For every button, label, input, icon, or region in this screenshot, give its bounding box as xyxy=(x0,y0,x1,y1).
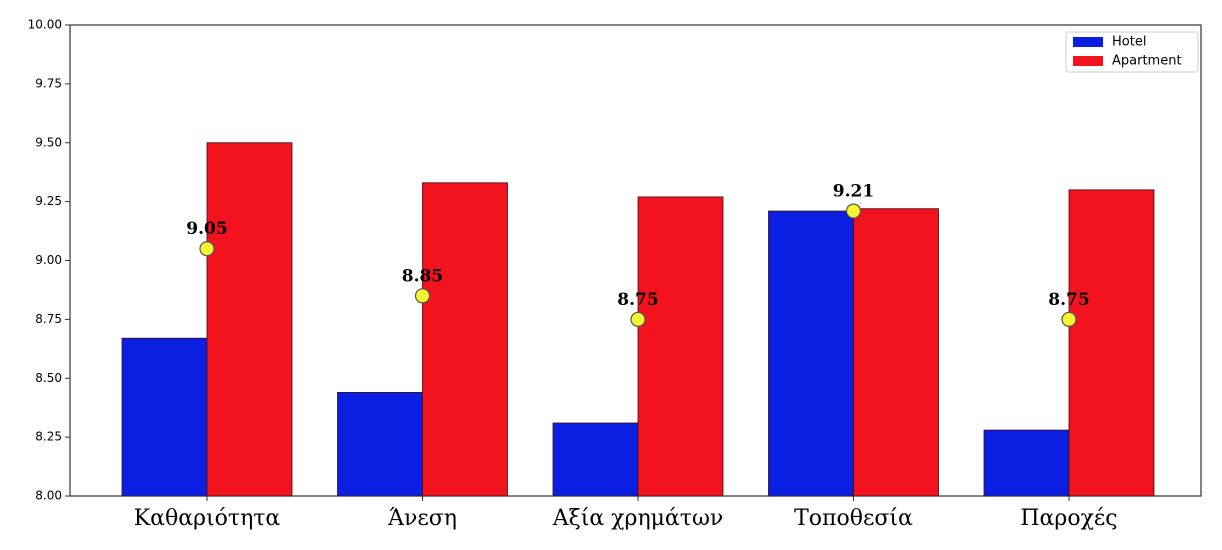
legend-label: Hotel xyxy=(1112,35,1146,50)
bar xyxy=(121,337,208,497)
y-tick-label: 8.25 xyxy=(35,430,62,444)
x-tick-label: Καθαριότητα xyxy=(134,506,281,531)
x-tick-label: Αξία χρημάτων xyxy=(552,506,724,531)
point-label: 8.75 xyxy=(617,290,658,310)
point-marker xyxy=(845,203,862,219)
bar xyxy=(768,210,854,497)
point-label: 8.85 xyxy=(402,266,443,286)
y-tick-label: 9.75 xyxy=(35,76,62,90)
point-label: 9.05 xyxy=(186,219,227,239)
bar xyxy=(206,142,293,497)
y-tick-label: 8.50 xyxy=(35,371,62,385)
x-tick-label: Παροχές xyxy=(1020,506,1117,531)
point-label: 9.21 xyxy=(833,182,874,202)
bar xyxy=(337,391,423,497)
bar xyxy=(552,422,639,497)
y-tick-label: 8.00 xyxy=(35,489,62,503)
legend-label: Apartment xyxy=(1112,54,1182,69)
point-marker xyxy=(414,288,431,304)
bar xyxy=(983,429,1070,497)
y-tick-label: 10.00 xyxy=(28,18,62,32)
y-tick-label: 9.50 xyxy=(35,135,62,149)
point-marker xyxy=(1061,311,1077,327)
y-tick-label: 9.25 xyxy=(35,194,62,208)
bar xyxy=(637,196,724,497)
y-tick-label: 9.00 xyxy=(35,253,62,267)
y-tick-label: 8.75 xyxy=(35,312,62,326)
bar xyxy=(422,182,508,497)
point-label: 8.75 xyxy=(1048,290,1089,310)
bar xyxy=(1068,189,1155,497)
bar xyxy=(853,208,939,497)
x-tick-label: Άνεση xyxy=(387,506,457,531)
point-marker xyxy=(630,311,646,327)
point-marker xyxy=(199,241,215,257)
legend-swatch xyxy=(1073,56,1103,66)
x-tick-label: Τοποθεσία xyxy=(794,506,913,531)
legend-swatch xyxy=(1073,37,1103,47)
